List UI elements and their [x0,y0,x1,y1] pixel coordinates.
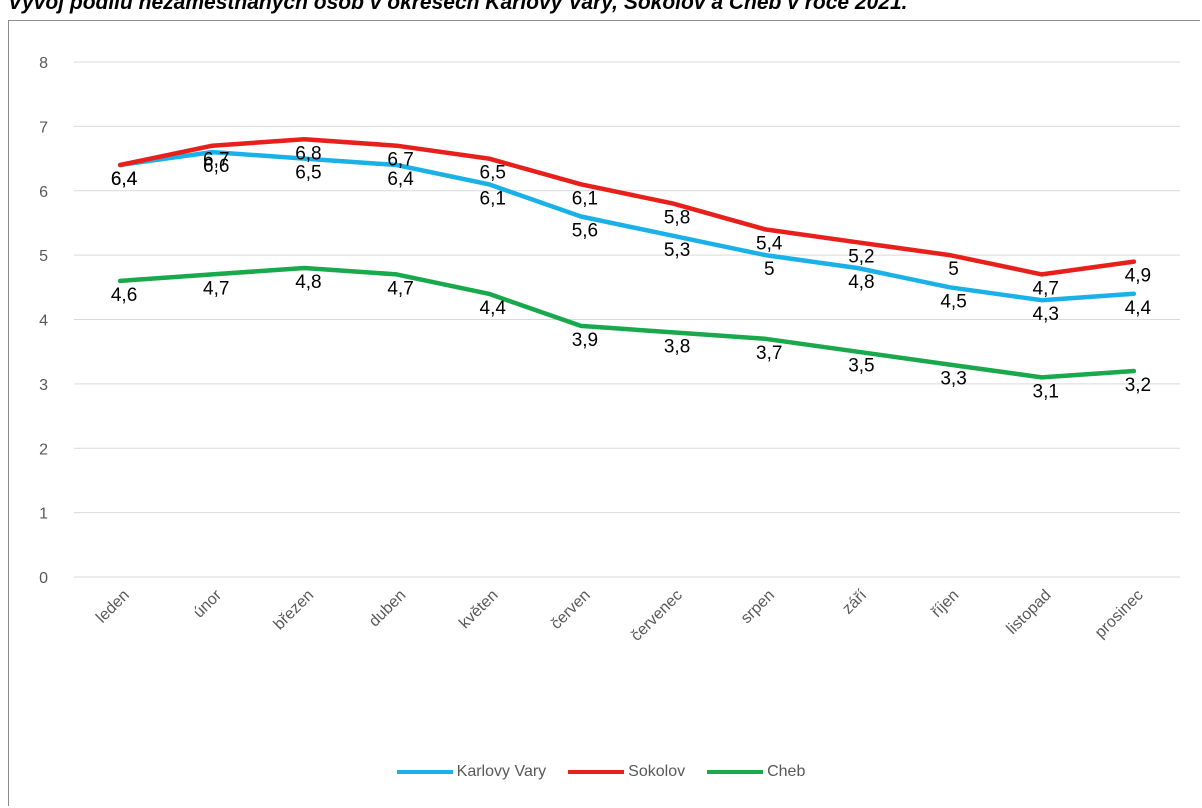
y-tick-label: 5 [39,248,48,265]
legend-swatch [707,770,764,774]
series-line [117,137,1137,277]
x-tick-label: prosinec [1092,587,1147,642]
y-tick-label: 3 [39,377,48,394]
data-label: 6,4 [111,169,138,190]
x-tick-label: únor [190,586,225,621]
data-label: 3,2 [1125,375,1151,396]
data-label: 6,6 [203,156,229,177]
data-label: 6,5 [295,163,321,184]
data-label: 4,8 [295,272,321,293]
data-label: 4,4 [480,298,507,319]
data-label: 3,5 [848,356,874,377]
x-tick-label: říjen [928,587,962,621]
y-tick-label: 8 [39,55,48,72]
legend-swatch [396,770,453,774]
data-label: 4,5 [940,291,966,312]
data-label: 6,1 [572,188,598,209]
x-tick-label: duben [366,587,409,630]
legend-item: Sokolov [568,763,685,781]
chart-title: Vývoj podílu nezaměstnaných osob v okres… [8,0,908,14]
data-label: 3,7 [756,343,782,364]
x-tick-label: listopad [1004,587,1055,638]
legend-label: Cheb [767,763,806,780]
data-label: 5 [948,259,959,280]
x-tick-label: leden [93,587,133,627]
data-label: 4,4 [1125,298,1152,319]
data-label: 6,5 [480,163,506,184]
data-label: 5,6 [572,221,598,242]
chart-area [8,20,1200,806]
data-label: 5,2 [848,246,874,267]
x-tick-label: březen [271,587,318,634]
data-label: 3,1 [1033,381,1059,402]
y-tick-label: 7 [39,119,48,136]
data-label: 3,9 [572,330,598,351]
data-label: 6,8 [295,143,321,164]
x-tick-label: srpen [738,587,778,627]
legend-label: Karlovy Vary [456,763,547,780]
series-line [117,149,1137,303]
data-label: 6,4 [111,169,138,190]
data-label: 4,8 [848,272,874,293]
data-label: 3,3 [940,369,966,390]
y-tick-label: 6 [39,184,48,201]
data-label: 5,4 [756,233,783,254]
data-label: 5,3 [664,240,690,261]
data-label: 4,6 [111,285,137,306]
x-tick-label: září [839,586,870,617]
data-label: 4,7 [387,278,413,299]
legend-item: Karlovy Vary [396,763,547,781]
y-tick-label: 4 [39,313,48,330]
legend-swatch [568,770,625,774]
y-tick-label: 2 [39,441,48,458]
legend-label: Sokolov [628,763,686,780]
data-label: 4,7 [203,278,229,299]
data-label: 4,9 [1125,266,1151,287]
legend-item: Cheb [707,763,805,781]
data-label: 5,8 [664,208,690,229]
data-label: 4,7 [1033,278,1059,299]
data-label: 6,1 [480,188,506,209]
x-tick-label: květen [456,587,501,632]
data-label: 5 [764,259,775,280]
data-label: 4,3 [1033,304,1059,325]
y-tick-label: 1 [39,506,48,523]
data-label: 6,7 [387,150,413,171]
x-tick-label: červenec [628,587,686,645]
chart-legend: Karlovy Vary Sokolov Cheb [0,763,1202,781]
data-label: 6,4 [387,169,414,190]
series-line [117,265,1137,380]
x-tick-label: červen [548,587,594,633]
y-tick-label: 0 [39,570,48,587]
data-label: 3,8 [664,336,690,357]
data-label: 6,7 [203,150,229,171]
